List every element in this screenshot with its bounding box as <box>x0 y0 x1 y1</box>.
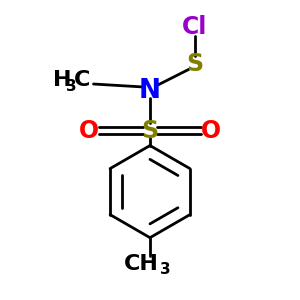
Text: Cl: Cl <box>182 15 207 39</box>
Text: O: O <box>201 119 221 143</box>
Text: 3: 3 <box>160 262 170 277</box>
Text: 3: 3 <box>66 79 76 94</box>
Text: N: N <box>139 78 161 104</box>
Text: CH: CH <box>124 254 158 274</box>
Text: S: S <box>141 119 159 143</box>
Text: S: S <box>186 52 203 76</box>
Text: H: H <box>53 70 72 90</box>
Text: O: O <box>79 119 99 143</box>
Text: C: C <box>74 70 90 90</box>
